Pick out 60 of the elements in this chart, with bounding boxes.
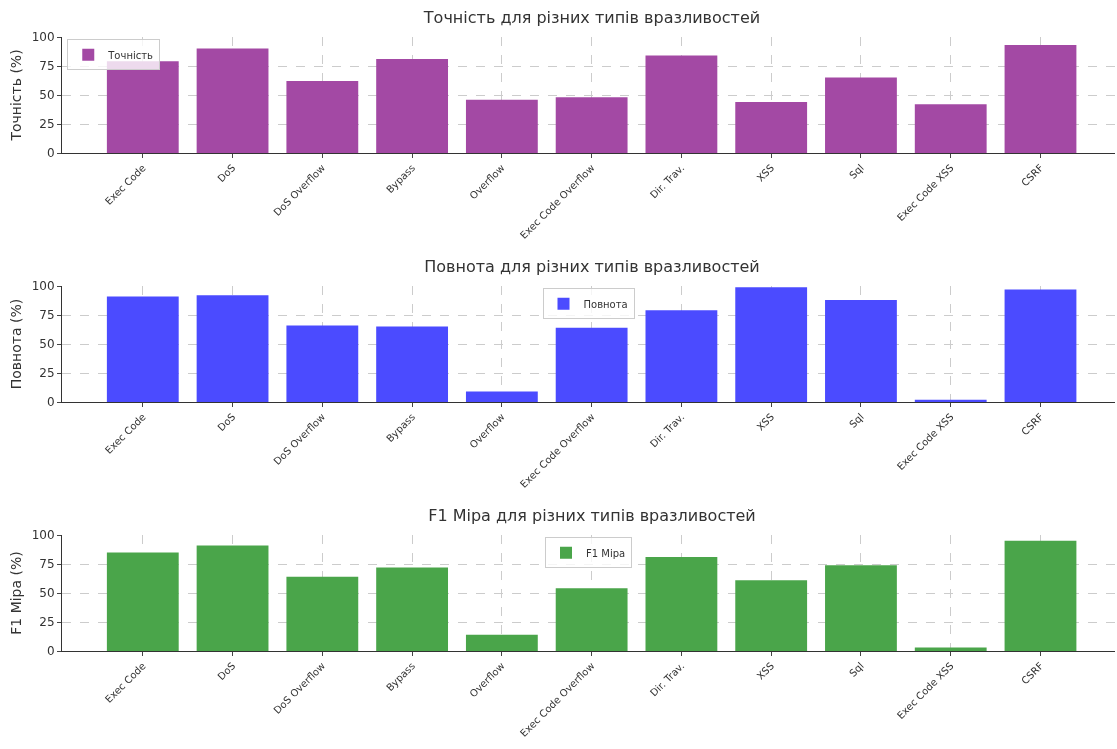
bar — [196, 545, 269, 651]
y-tick-label: 50 — [39, 88, 55, 103]
bar — [1004, 45, 1077, 153]
bar — [1004, 289, 1077, 402]
x-tick-label: Sql — [847, 660, 866, 679]
x-tick-label: Dir. Trav. — [648, 162, 687, 201]
y-axis-title: Точність (%) — [8, 49, 25, 142]
x-tick-label: Dir. Trav. — [648, 411, 687, 450]
bar — [106, 296, 179, 402]
y-tick-label: 0 — [46, 146, 55, 161]
y-tick-label: 75 — [39, 308, 55, 323]
bar — [735, 580, 808, 651]
y-tick-label: 50 — [39, 337, 55, 352]
x-tick-label: Sql — [847, 411, 866, 430]
bar — [914, 104, 987, 153]
bar — [286, 81, 359, 153]
y-tick-label: 100 — [31, 528, 55, 543]
y-tick-label: 25 — [39, 615, 55, 630]
bar — [465, 391, 538, 402]
bar — [376, 567, 449, 651]
bar — [465, 99, 538, 153]
y-tick-label: 25 — [39, 117, 55, 132]
legend-label: Точність — [107, 49, 154, 61]
chart-title: Повнота для різних типів вразливостей — [424, 257, 760, 277]
y-axis-title: Повнота (%) — [8, 298, 25, 390]
bar — [376, 59, 449, 153]
y-tick-label: 75 — [39, 557, 55, 572]
bar — [1004, 540, 1077, 651]
bar — [645, 557, 718, 651]
bar — [735, 287, 808, 402]
x-tick-label: Dir. Trav. — [648, 660, 687, 699]
bar — [376, 326, 449, 402]
y-tick-label: 100 — [31, 30, 55, 45]
bar — [825, 299, 897, 402]
legend-label: F1 Міра — [586, 547, 626, 559]
y-tick-label: 100 — [31, 279, 55, 294]
bar — [465, 634, 538, 651]
bar — [196, 48, 269, 153]
bar — [555, 97, 628, 153]
bar — [645, 310, 718, 402]
bar — [286, 576, 359, 651]
y-axis-title: F1 Міра (%) — [8, 551, 25, 635]
chart-title: Точність для різних типів вразливостей — [422, 8, 761, 28]
bar — [645, 55, 718, 153]
bar — [555, 327, 628, 402]
y-tick-label: 75 — [39, 59, 55, 74]
bar — [555, 588, 628, 651]
bar — [106, 552, 179, 651]
bar — [735, 101, 808, 153]
y-tick-label: 0 — [46, 395, 55, 410]
y-tick-label: 25 — [39, 366, 55, 381]
y-tick-label: 50 — [39, 586, 55, 601]
legend-label: Повнота — [583, 298, 628, 310]
x-tick-label: Sql — [847, 162, 866, 181]
y-tick-label: 0 — [46, 644, 55, 659]
bar — [825, 565, 897, 651]
bar — [196, 295, 269, 402]
chart-title: F1 Міра для різних типів вразливостей — [428, 506, 756, 526]
bar — [286, 325, 359, 402]
bar — [825, 77, 897, 153]
